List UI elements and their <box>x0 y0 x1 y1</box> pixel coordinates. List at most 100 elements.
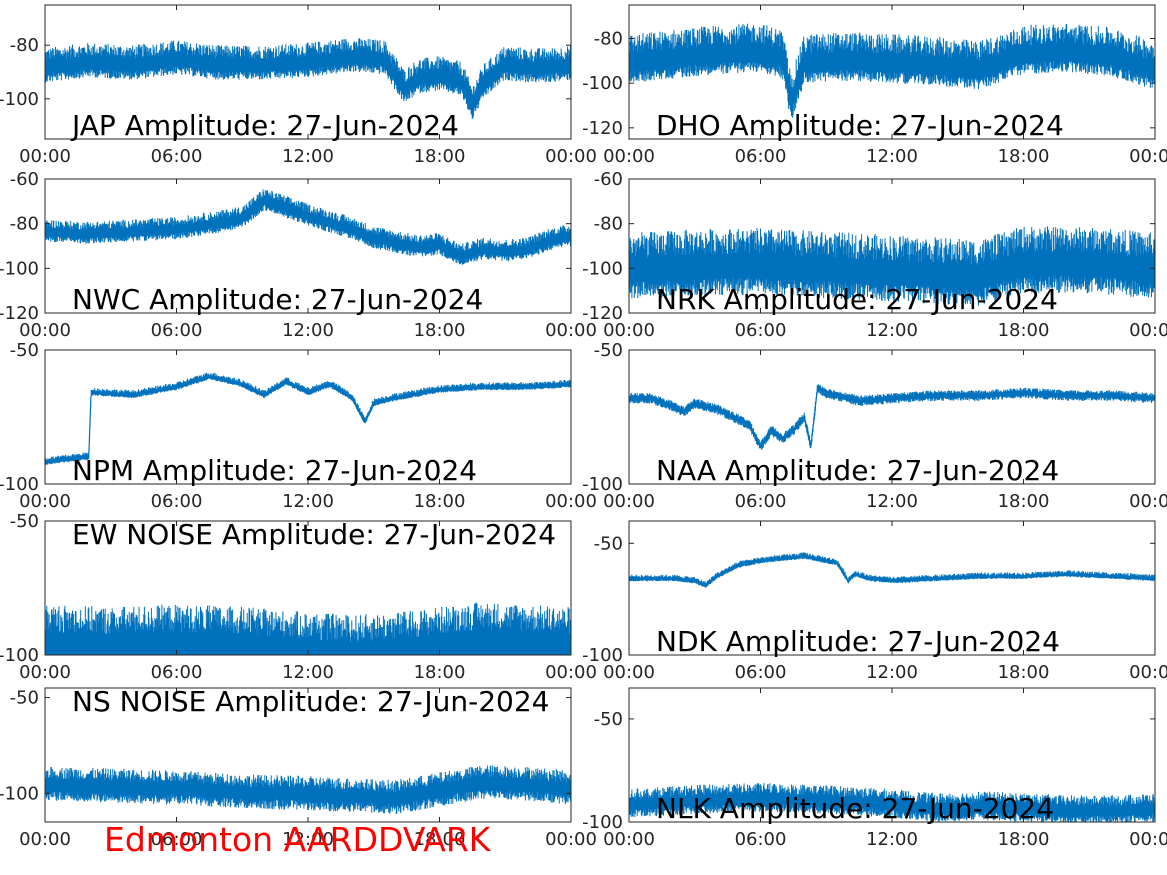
xtick-label-1-1: 06:00 <box>735 146 787 167</box>
xtick-label-7-3: 18:00 <box>998 662 1050 683</box>
panel-title-4: NPM Amplitude: 27-Jun-2024 <box>72 454 477 487</box>
ytick-label-2-3: -120 <box>0 303 39 324</box>
station-label: Edmonton AARDDVARK <box>104 820 491 859</box>
trace-0 <box>45 38 571 119</box>
ytick-label-0-0: -80 <box>10 35 39 56</box>
trace-4 <box>45 372 571 465</box>
xtick-label-7-2: 12:00 <box>866 662 918 683</box>
xtick-label-9-4: 00:00 <box>1129 829 1167 850</box>
trace-8 <box>45 765 571 814</box>
xtick-label-1-2: 12:00 <box>866 146 918 167</box>
trace-1 <box>629 23 1155 118</box>
xtick-label-0-3: 18:00 <box>414 146 466 167</box>
xtick-label-4-1: 06:00 <box>151 491 203 512</box>
ytick-label-3-3: -120 <box>582 303 623 324</box>
xtick-label-6-0: 00:00 <box>19 662 71 683</box>
xtick-label-8-4: 00:00 <box>545 829 597 850</box>
panel-0: -80 -100 00:00 06:00 12:00 18:00 00:00 JAP Ampl… <box>0 4 597 167</box>
xtick-label-9-2: 12:00 <box>866 829 918 850</box>
trace-line-7 <box>629 555 1155 589</box>
xtick-label-1-0: 00:00 <box>603 146 655 167</box>
trace-noise-5 <box>629 384 1155 450</box>
xtick-label-3-1: 06:00 <box>735 320 787 341</box>
xtick-label-4-3: 18:00 <box>414 491 466 512</box>
xtick-label-7-4: 00:00 <box>1129 662 1167 683</box>
xtick-label-8-1: 06:00 <box>151 829 203 850</box>
xtick-label-2-1: 06:00 <box>151 320 203 341</box>
trace-2 <box>45 189 571 265</box>
panel-title-5: NAA Amplitude: 27-Jun-2024 <box>656 454 1059 487</box>
xtick-label-9-0: 00:00 <box>603 829 655 850</box>
xtick-label-5-3: 18:00 <box>998 491 1050 512</box>
ytick-label-8-1: -100 <box>0 783 39 804</box>
ytick-label-1-1: -100 <box>582 73 623 94</box>
xtick-label-8-3: 18:00 <box>414 829 466 850</box>
ytick-label-4-0: -50 <box>10 340 39 361</box>
panel-title-2: NWC Amplitude: 27-Jun-2024 <box>72 283 483 316</box>
xtick-label-5-4: 00:00 <box>1129 491 1167 512</box>
trace-line-3 <box>629 256 1155 288</box>
ytick-label-9-1: -100 <box>582 812 623 833</box>
xtick-label-0-4: 00:00 <box>545 146 597 167</box>
ytick-label-7-0: -50 <box>594 533 623 554</box>
ytick-label-2-0: -60 <box>10 169 39 190</box>
xtick-label-2-2: 12:00 <box>282 320 334 341</box>
panel-title-0: JAP Amplitude: 27-Jun-2024 <box>70 109 459 142</box>
trace-line-2 <box>45 197 571 261</box>
xtick-label-0-0: 00:00 <box>19 146 71 167</box>
ytick-label-3-0: -60 <box>594 169 623 190</box>
trace-line-1 <box>629 47 1155 110</box>
xtick-label-6-2: 12:00 <box>282 662 334 683</box>
xtick-label-7-1: 06:00 <box>735 662 787 683</box>
ytick-label-8-0: -50 <box>10 688 39 709</box>
ytick-label-2-2: -100 <box>0 258 39 279</box>
panel-title-3: NRK Amplitude: 27-Jun-2024 <box>656 283 1058 316</box>
xtick-label-1-3: 18:00 <box>998 146 1050 167</box>
trace-line-8 <box>45 778 571 805</box>
xtick-label-8-0: 00:00 <box>19 829 71 850</box>
trace-line-0 <box>45 52 571 106</box>
ytick-label-7-1: -100 <box>582 645 623 666</box>
ytick-label-1-0: -80 <box>594 29 623 50</box>
xtick-label-6-3: 18:00 <box>414 662 466 683</box>
ytick-label-6-0: -50 <box>10 511 39 532</box>
ytick-label-4-1: -100 <box>0 474 39 495</box>
xtick-label-9-1: 06:00 <box>735 829 787 850</box>
xtick-label-3-3: 18:00 <box>998 320 1050 341</box>
ytick-label-6-1: -100 <box>0 645 39 666</box>
xtick-label-4-2: 12:00 <box>282 491 334 512</box>
trace-noise-7 <box>629 552 1155 588</box>
trace-9 <box>629 783 1155 822</box>
xtick-label-0-1: 06:00 <box>151 146 203 167</box>
xtick-label-0-2: 12:00 <box>282 146 334 167</box>
xtick-label-7-0: 00:00 <box>603 662 655 683</box>
panel-title-9: NLK Amplitude: 27-Jun-2024 <box>656 792 1054 825</box>
panel-title-1: DHO Amplitude: 27-Jun-2024 <box>656 109 1064 142</box>
trace-noise-1 <box>629 23 1155 118</box>
trace-7 <box>629 552 1155 589</box>
xtick-label-6-4: 00:00 <box>545 662 597 683</box>
panel-1: -80-100-12000:0006:0012:0018:0000:00DHO … <box>582 4 1167 167</box>
trace-noise-2 <box>45 189 571 265</box>
xtick-label-9-3: 18:00 <box>998 829 1050 850</box>
xtick-label-2-3: 18:00 <box>414 320 466 341</box>
ytick-label-3-2: -100 <box>582 258 623 279</box>
ytick-label-5-1: -100 <box>582 474 623 495</box>
trace-5 <box>629 384 1155 450</box>
xtick-label-5-1: 06:00 <box>735 491 787 512</box>
xtick-label-2-0: 00:00 <box>19 320 71 341</box>
xtick-label-2-4: 00:00 <box>545 320 597 341</box>
xtick-label-4-4: 00:00 <box>545 491 597 512</box>
xtick-label-3-0: 00:00 <box>603 320 655 341</box>
ytick-label-0-1: -100 <box>0 89 39 110</box>
panel-3: -60-80-100-12000:0006:0012:0018:0000:00N… <box>582 169 1167 341</box>
panel-8: -50 -100 00:00 06:00 12:00 18:00 00:00 NS NOISE… <box>0 685 597 850</box>
trace-3 <box>629 226 1155 306</box>
xtick-label-3-4: 00:00 <box>1129 320 1167 341</box>
